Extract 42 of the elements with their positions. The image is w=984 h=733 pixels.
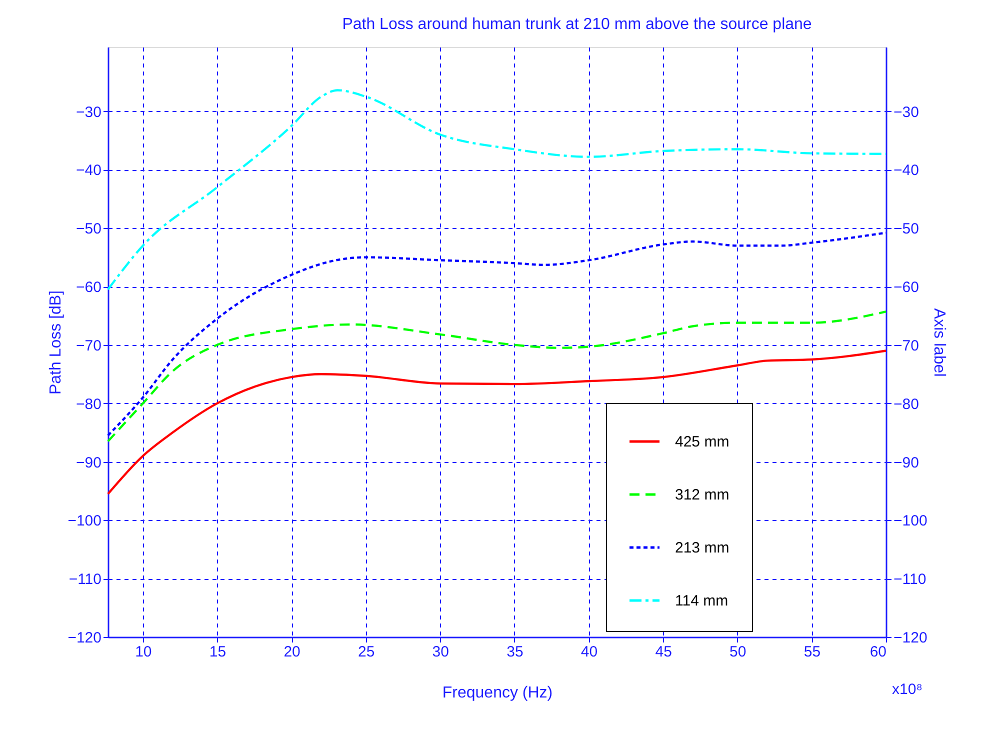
x-tick-label: 60	[870, 644, 886, 660]
y2-tick-label: −90	[894, 454, 919, 472]
y2-tick-label: −110	[894, 571, 926, 588]
line-series	[106, 89, 888, 291]
x-tick-label: 35	[506, 644, 524, 660]
y2-tick-label: −70	[894, 337, 919, 354]
legend-label: 213 mm	[675, 540, 730, 556]
chart-title: Path Loss around human trunk at 210 mm above the source plane	[342, 16, 812, 33]
y2-tick-label: −60	[894, 279, 919, 296]
text: x10⁸	[892, 681, 923, 698]
y-tick-label: −90	[76, 454, 102, 472]
line-series	[106, 232, 888, 437]
x-tick-label: 15	[209, 644, 226, 660]
y2-tick-label: −80	[894, 396, 919, 413]
y-tick-label: −70	[76, 337, 102, 354]
y-tick-label: −120	[68, 630, 102, 646]
y-axis-title: Path Loss [dB]	[48, 290, 65, 395]
x-tick-label: 30	[432, 644, 449, 660]
x-tick-label: 25	[358, 644, 375, 660]
y-tick-label: −30	[76, 104, 102, 121]
legend-label: 312 mm	[675, 486, 730, 504]
y-tick-label: −50	[76, 220, 102, 238]
y-tick-label: −60	[76, 279, 102, 296]
x-axis-title: Frequency (Hz)	[442, 684, 553, 702]
x-tick-label: 10	[135, 644, 152, 660]
y2-tick-label: −120	[894, 630, 928, 646]
y-tick-label: −100	[68, 512, 102, 530]
y2-tick-label: −100	[894, 512, 928, 530]
legend-label: 114 mm	[675, 592, 728, 610]
x-tick-label: 20	[284, 644, 300, 660]
x-tick-label: 45	[655, 644, 672, 660]
y-tick-label: −80	[76, 396, 102, 413]
y-tick-label: −110	[68, 571, 102, 588]
x-tick-label: 50	[730, 644, 746, 660]
y2-tick-label: −30	[894, 104, 919, 121]
y2-tick-label: −40	[894, 162, 919, 180]
y2-axis-title: Axis label	[930, 308, 948, 377]
y-tick-label: −40	[76, 162, 102, 180]
x-tick-label: 55	[804, 644, 821, 660]
legend-label: 425 mm	[675, 434, 730, 450]
y2-tick-label: −50	[894, 220, 919, 238]
x-tick-label: 40	[580, 644, 598, 660]
